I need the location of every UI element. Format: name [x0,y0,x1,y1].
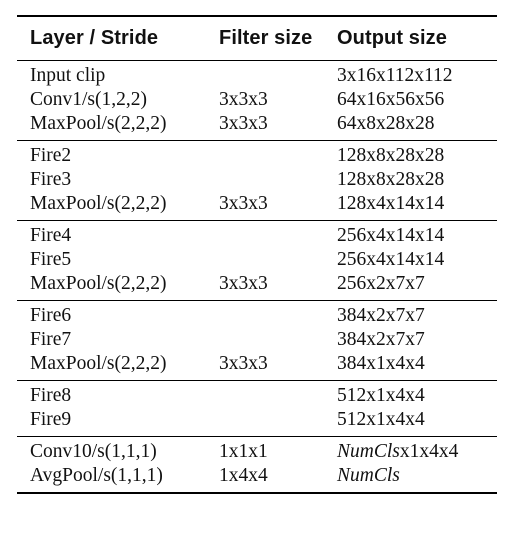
table-row: Fire2 128x8x28x28 [17,144,497,168]
output-rest-part: x1x4x4 [399,441,459,462]
filter-size-cell: 3x3x3 [219,113,268,134]
table-row: Fire8 512x1x4x4 [17,384,497,408]
output-size-cell: 3x16x112x112 [337,65,453,86]
architecture-table: Layer / Stride Filter size Output size I… [17,15,497,494]
row-group: Fire8 512x1x4x4 Fire9 512x1x4x4 [17,381,497,436]
output-size-cell: 128x4x14x14 [337,193,445,214]
filter-size-cell: 3x3x3 [219,273,268,294]
table-row: Fire6 384x2x7x7 [17,304,497,328]
output-size-cell: 256x4x14x14 [337,225,445,246]
layer-cell: Fire5 [30,249,72,270]
table-row: MaxPool/s(2,2,2) 3x3x3 128x4x14x14 [17,192,497,216]
layer-cell: MaxPool/s(2,2,2) [30,353,167,374]
layer-cell: MaxPool/s(2,2,2) [30,113,167,134]
layer-cell: Conv10/s(1,1,1) [30,441,157,462]
table-row: MaxPool/s(2,2,2) 3x3x3 64x8x28x28 [17,112,497,136]
group-separator-rule [17,140,497,141]
output-size-cell: 384x1x4x4 [337,353,425,374]
table-row: Fire7 384x2x7x7 [17,328,497,352]
header-rule [17,60,497,61]
output-size-cell: 128x8x28x28 [337,169,445,190]
table-row: Input clip 3x16x112x112 [17,64,497,88]
top-rule [17,15,497,17]
output-size-cell: 128x8x28x28 [337,145,445,166]
layer-cell: Fire4 [30,225,72,246]
table-row: Fire3 128x8x28x28 [17,168,497,192]
output-italic-part: NumCls [337,441,400,462]
output-size-cell: NumClsx1x4x4 [329,441,497,463]
layer-cell: MaxPool/s(2,2,2) [30,273,167,294]
layer-cell: Conv1/s(1,2,2) [30,89,147,110]
row-group: Conv10/s(1,1,1) 1x1x1 NumClsx1x4x4 AvgPool/… [17,437,497,492]
header-filter-size: Filter size [219,27,313,49]
table-row: MaxPool/s(2,2,2) 3x3x3 256x2x7x7 [17,272,497,296]
output-size-cell: NumCls [329,465,497,487]
table-row: Fire9 512x1x4x4 [17,408,497,432]
row-group: Fire2 128x8x28x28 Fire3 128x8x28x28 MaxPool/… [17,141,497,220]
filter-size-cell: 1x4x4 [219,465,268,486]
layer-cell: Fire9 [30,409,72,430]
table-row: MaxPool/s(2,2,2) 3x3x3 384x1x4x4 [17,352,497,376]
filter-size-cell: 1x1x1 [219,441,268,462]
layer-cell: Fire2 [30,145,72,166]
table-row: Conv10/s(1,1,1) 1x1x1 NumClsx1x4x4 [17,440,497,464]
group-separator-rule [17,380,497,381]
group-separator-rule [17,300,497,301]
filter-size-cell: 3x3x3 [219,353,268,374]
row-group: Fire4 256x4x14x14 Fire5 256x4x14x14 MaxPool/… [17,221,497,300]
row-group: Input clip 3x16x112x112 Conv1/s(1,2,2) 3x3x… [17,61,497,140]
layer-cell: Input clip [30,65,106,86]
bottom-rule [17,492,497,494]
row-group: Fire6 384x2x7x7 Fire7 384x2x7x7 MaxPool/s(2,… [17,301,497,380]
table-body: Input clip 3x16x112x112 Conv1/s(1,2,2) 3x3x… [17,61,497,492]
filter-size-cell: 3x3x3 [219,193,268,214]
header-layer-stride: Layer / Stride [30,27,159,49]
layer-cell: AvgPool/s(1,1,1) [30,465,163,486]
table-row: Conv1/s(1,2,2) 3x3x3 64x16x56x56 [17,88,497,112]
layer-cell: Fire6 [30,305,72,326]
table-header: Layer / Stride Filter size Output size [17,17,497,60]
output-size-cell: 64x8x28x28 [337,113,435,134]
output-size-cell: 64x16x56x56 [337,89,445,110]
table-row: AvgPool/s(1,1,1) 1x4x4 NumCls [17,464,497,488]
group-separator-rule [17,220,497,221]
table-row: Fire4 256x4x14x14 [17,224,497,248]
layer-cell: Fire8 [30,385,72,406]
layer-cell: MaxPool/s(2,2,2) [30,193,167,214]
group-separator-rule [17,436,497,437]
output-size-cell: 384x2x7x7 [337,305,425,326]
output-size-cell: 512x1x4x4 [337,385,425,406]
layer-cell: Fire3 [30,169,72,190]
output-size-cell: 256x2x7x7 [337,273,425,294]
layer-cell: Fire7 [30,329,72,350]
header-output-size: Output size [337,27,447,49]
output-size-cell: 512x1x4x4 [337,409,425,430]
filter-size-cell: 3x3x3 [219,89,268,110]
table-row: Fire5 256x4x14x14 [17,248,497,272]
output-size-cell: 256x4x14x14 [337,249,445,270]
output-size-cell: 384x2x7x7 [337,329,425,350]
output-italic-part: NumCls [337,465,400,486]
